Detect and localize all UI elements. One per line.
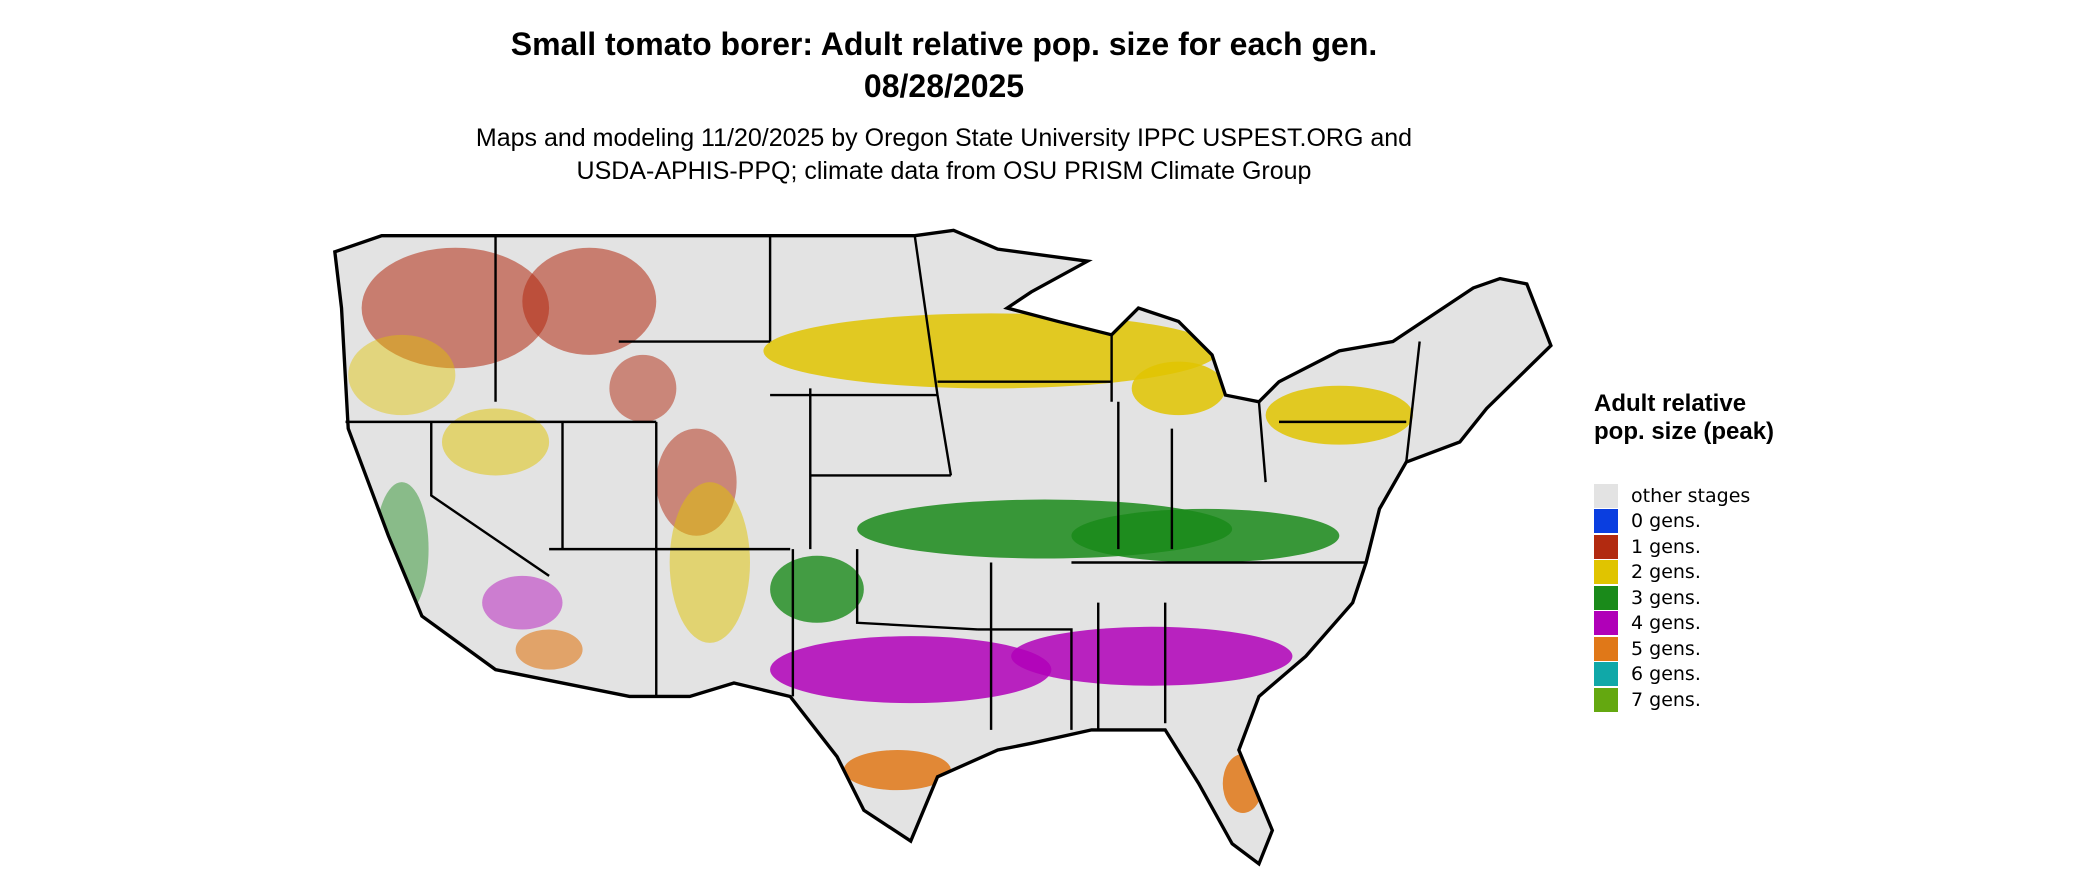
legend-label: 1 gens.	[1631, 535, 1701, 558]
area-2gen	[1131, 361, 1226, 416]
date: 08/28/2025	[863, 68, 1025, 104]
legend-swatch	[1594, 611, 1618, 636]
legend-item: 3 gens.	[1594, 585, 1750, 611]
legend-swatch	[1594, 534, 1618, 559]
area-2gen	[1265, 385, 1413, 445]
subtitle: USDA-APHIS-PPQ; climate data from OSU PR…	[576, 157, 1312, 185]
area-1gen	[361, 247, 550, 369]
legend-label: 0 gens.	[1631, 510, 1701, 533]
legend-label: 3 gens.	[1631, 586, 1701, 609]
area-2gen	[669, 482, 751, 643]
area-1gen	[522, 247, 657, 355]
legend-label: 6 gens.	[1631, 663, 1701, 686]
area-1gen	[609, 354, 677, 422]
area-4gen	[1011, 626, 1293, 686]
legend-swatch	[1594, 585, 1618, 610]
legend-swatch	[1594, 636, 1618, 661]
legend-swatch	[1594, 687, 1618, 712]
legend-title: Adult relative pop. size (peak)	[1594, 390, 1775, 445]
legend-swatch	[1594, 662, 1618, 687]
legend-label: 7 gens.	[1631, 688, 1701, 711]
gen-areas	[348, 247, 1413, 813]
state-lines	[345, 235, 1421, 730]
area-5gen	[515, 629, 583, 670]
legend-swatch	[1594, 560, 1618, 585]
area-2gen	[441, 408, 550, 476]
legend-item: 2 gens.	[1594, 560, 1750, 586]
legend-swatch	[1594, 509, 1618, 534]
legend-item: other stages	[1594, 483, 1750, 509]
legend: other stages 0 gens. 1 gens. 2 gens. 3 gens.…	[1594, 483, 1750, 713]
legend-item: 5 gens.	[1594, 636, 1750, 662]
area-3gen	[770, 555, 864, 623]
legend-label: 5 gens.	[1631, 637, 1701, 660]
legend-swatch	[1594, 483, 1618, 508]
map-body	[333, 228, 1553, 866]
legend-item: 6 gens.	[1594, 662, 1750, 688]
legend-item: 7 gens.	[1594, 687, 1750, 713]
legend-label: 2 gens.	[1631, 561, 1701, 584]
map	[333, 228, 1553, 866]
title: Small tomato borer: Adult relative pop. …	[510, 26, 1378, 62]
subtitle: Maps and modeling 11/20/2025 by Oregon S…	[475, 124, 1413, 152]
area-5gen	[843, 750, 951, 791]
area-2gen	[348, 334, 456, 416]
area-4gen	[770, 636, 1052, 704]
legend-label: other stages	[1631, 484, 1751, 507]
area-4gen	[482, 575, 563, 630]
area-3gen	[375, 482, 429, 617]
legend-item: 0 gens.	[1594, 509, 1750, 535]
area-3gen	[1071, 508, 1340, 563]
legend-label: 4 gens.	[1631, 612, 1701, 635]
legend-item: 1 gens.	[1594, 534, 1750, 560]
legend-item: 4 gens.	[1594, 611, 1750, 637]
